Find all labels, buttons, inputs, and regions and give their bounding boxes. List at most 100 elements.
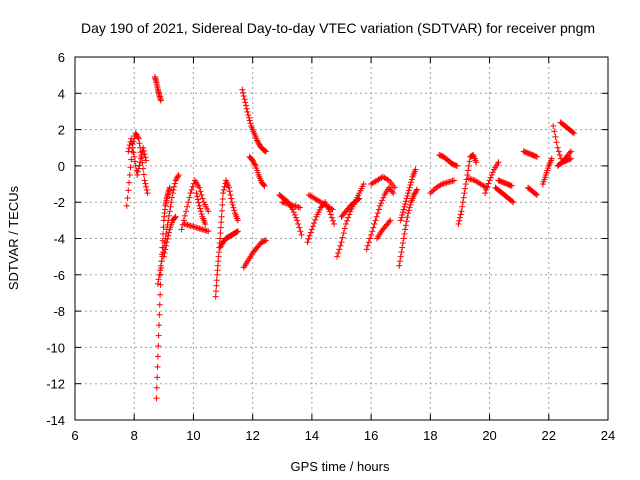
data-point — [342, 220, 349, 227]
data-point — [220, 190, 227, 197]
data-point — [430, 187, 437, 194]
data-point — [142, 180, 149, 187]
data-point — [155, 343, 162, 350]
data-point — [489, 169, 496, 176]
data-point — [340, 230, 347, 237]
x-tick-label: 16 — [364, 428, 378, 443]
x-tick-labels: 6 8 10 12 14 16 18 20 22 24 — [71, 428, 615, 443]
data-point — [345, 214, 352, 221]
x-tick-label: 10 — [186, 428, 200, 443]
data-point — [312, 216, 319, 223]
data-point — [461, 190, 468, 197]
y-tick-label: -6 — [53, 268, 65, 283]
data-point — [412, 166, 419, 173]
data-point — [344, 217, 351, 224]
data-point — [460, 194, 467, 201]
data-point — [221, 183, 228, 190]
data-point — [407, 181, 414, 188]
x-tick-label: 8 — [131, 428, 138, 443]
data-point — [390, 190, 397, 197]
data-point — [137, 155, 144, 162]
x-tick-label: 20 — [482, 428, 496, 443]
y-tick-label: 4 — [58, 86, 65, 101]
data-point — [364, 242, 371, 249]
axis-ticks — [74, 56, 609, 421]
data-point — [230, 204, 237, 211]
data-point — [140, 144, 147, 151]
data-point — [178, 226, 185, 233]
data-point — [225, 184, 232, 191]
data-point — [295, 220, 302, 227]
data-point — [495, 159, 502, 166]
data-point — [341, 225, 348, 232]
data-point — [161, 250, 168, 257]
data-point — [484, 183, 491, 190]
data-point — [219, 196, 226, 203]
data-point — [334, 253, 341, 260]
data-point — [156, 301, 163, 308]
data-point — [309, 223, 316, 230]
data-point — [188, 186, 195, 193]
x-tick-label: 6 — [71, 428, 78, 443]
data-point — [247, 120, 254, 127]
data-point — [456, 214, 463, 221]
data-point — [556, 152, 563, 159]
data-point — [414, 186, 421, 193]
data-point — [126, 171, 133, 178]
data-point — [220, 186, 227, 193]
data-point — [306, 232, 313, 239]
x-tick-label: 12 — [245, 428, 259, 443]
data-point — [403, 218, 410, 225]
data-point — [399, 240, 406, 247]
data-point — [218, 213, 225, 220]
data-point — [405, 210, 412, 217]
data-point — [346, 211, 353, 218]
data-point — [402, 222, 409, 229]
data-point — [360, 181, 367, 188]
data-point — [243, 105, 250, 112]
data-point — [379, 197, 386, 204]
data-point — [403, 195, 410, 202]
data-point — [304, 239, 311, 246]
data-point — [199, 195, 206, 202]
data-point — [384, 176, 391, 183]
data-point — [212, 293, 219, 300]
data-point — [371, 220, 378, 227]
data-point — [168, 194, 175, 201]
data-point — [171, 180, 178, 187]
data-point — [166, 212, 173, 219]
data-point — [126, 179, 133, 186]
data-point — [127, 164, 134, 171]
data-point — [183, 208, 190, 215]
data-point — [260, 181, 267, 188]
data-point — [328, 205, 335, 212]
data-point — [143, 183, 150, 190]
data-point — [156, 322, 163, 329]
y-tick-label: -8 — [53, 304, 65, 319]
data-point — [124, 195, 131, 202]
data-point — [412, 189, 419, 196]
x-axis-label: GPS time / hours — [291, 459, 390, 474]
data-point — [166, 229, 173, 236]
data-point — [195, 199, 202, 206]
data-point — [153, 384, 160, 391]
data-point — [567, 155, 574, 162]
data-point — [134, 132, 141, 139]
data-point — [291, 211, 298, 218]
data-point — [399, 244, 406, 251]
data-point — [136, 140, 143, 147]
data-point — [462, 185, 469, 192]
data-point — [158, 258, 165, 265]
data-point — [487, 174, 494, 181]
data-point — [455, 220, 462, 227]
y-tick-label: 6 — [58, 50, 65, 65]
data-point — [202, 220, 209, 227]
data-point — [143, 157, 150, 164]
data-point — [327, 211, 334, 218]
data-point — [405, 190, 412, 197]
data-point — [375, 206, 382, 213]
data-point — [336, 246, 343, 253]
data-point — [406, 204, 413, 211]
data-point — [401, 203, 408, 210]
data-point — [405, 207, 412, 214]
